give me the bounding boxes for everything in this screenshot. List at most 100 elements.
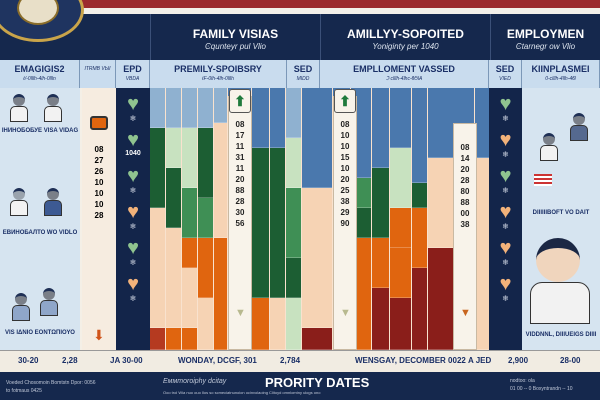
flag-icon (534, 174, 552, 186)
snowflake-icon: ❄ (502, 114, 509, 123)
strip-number: 08 (235, 120, 245, 129)
grid-cell (214, 88, 227, 123)
hearts-column: ♥ ❄ ♥ ❄ ♥ ❄ ♥ ❄ ♥ ❄ ♥ ❄ (489, 88, 522, 350)
header-title: FAMILY VISIAS (192, 27, 279, 41)
left-illustration-panel: ІНИНОБОБУЕ VISA VIDAG ЕВИНОБАЛТО WO VIDL… (0, 88, 80, 350)
grid-column (412, 88, 428, 350)
strip-number: 28 (460, 176, 470, 185)
bottom-label: 30-20 (18, 356, 39, 365)
grid-cell (182, 128, 197, 188)
person-icon (10, 94, 28, 124)
snowflake-icon: ❄ (129, 294, 137, 303)
bottom-label: WENSGAY, DECOMBER 0022 (355, 356, 466, 365)
subheader-title: EMAGIGIS2 (14, 64, 65, 74)
arrow-down-icon: ▼ (460, 307, 471, 319)
grid-cell (214, 123, 227, 238)
grid-column (302, 88, 333, 350)
snowflake-icon: ❄ (129, 186, 137, 195)
heart-icon: ♥ (127, 201, 139, 223)
snowflake-icon: ❄ (129, 258, 137, 267)
grid-cell (372, 288, 389, 350)
heart-icon: ♥ (499, 165, 512, 187)
subheader-cell: KIINPLASMEI 0-ϲlllh-4llh-4ϐl (522, 60, 600, 88)
grid-cell (166, 328, 181, 350)
grid-cell (302, 88, 332, 188)
bottom-label: 2,784 (280, 356, 301, 365)
person-icon (44, 94, 62, 124)
header-employment: EMPLOYMEN Ͼtarnegr ow Vlio (490, 14, 600, 60)
strip-number: 15 (340, 153, 350, 162)
strip-number: 30 (235, 208, 245, 217)
grid-cell (390, 208, 411, 248)
subheader-cell: SED VIED (489, 60, 522, 88)
grid-cell (302, 188, 332, 328)
footer-left-line: Voeded Chosomoin Bomtstn Dpor: 0056 (6, 380, 96, 386)
header-sponsored: AMILLYY-SOPOITED Yoniginty per 1040 (320, 14, 490, 60)
arrow-down-icon: ▼ (235, 307, 246, 319)
strip-number: 11 (235, 142, 245, 151)
grid-cell (198, 198, 213, 238)
strip-number: 20 (235, 175, 245, 184)
heart-icon: ♥ (499, 129, 512, 151)
grid-cell (286, 88, 301, 138)
number-item: 26 (94, 167, 104, 176)
person-icon (12, 293, 30, 323)
strip-number: 10 (340, 142, 350, 151)
grid-cell (286, 188, 301, 258)
bottom-label: WONDAY, DCGF, 301 (178, 356, 257, 365)
snowflake-icon: ❄ (502, 258, 509, 267)
header-title: EMPLOYMEN (506, 27, 585, 41)
subheader-subtitle: ℓ/-0lllh-4lh-0llln (23, 76, 56, 82)
panel-label: ІНИНОБОБУЕ VISA VIDAG (1, 128, 79, 134)
strip-number: 14 (460, 154, 470, 163)
grid-column (214, 88, 228, 350)
grid-cell (302, 328, 332, 350)
subheader-subtitle: VBDA (125, 76, 140, 82)
grid-column (182, 88, 198, 350)
calendar-icon (90, 116, 108, 130)
grid-cell (270, 148, 285, 298)
strip-number: 90 (340, 219, 350, 228)
subheader-subtitle: ℓF-0lh-4lh-0lllh (202, 76, 234, 82)
heart-icon: ♥ (127, 165, 139, 187)
heart-icon: ♥ (499, 273, 512, 295)
subheader-cell: ІTRMB VЫI (80, 60, 116, 88)
grid-cell (390, 248, 411, 298)
woman-body-icon (530, 282, 590, 324)
footer-title: PRORITY DATES (265, 375, 370, 390)
strip-number: 11 (235, 164, 245, 173)
hearts-column: ♥ ❄ ♥ 1040 ♥ ❄ ♥ ❄ ♥ ❄ ♥ ❄ (116, 88, 150, 350)
grid-cell (166, 128, 181, 168)
date-strip: 08 14 20 28 80 88 00 38 ▼ (453, 123, 477, 350)
panel-label: DIIIIIIBOFT VO DAIT (532, 210, 590, 216)
strip-number: 10 (340, 131, 350, 140)
grid-cell (182, 188, 197, 238)
grid-column (286, 88, 302, 350)
grid-cell (372, 88, 389, 168)
snowflake-icon: ❄ (129, 114, 137, 123)
arrow-up-icon: ⬆ (334, 89, 356, 113)
number-item: 27 (94, 156, 104, 165)
grid-cell (372, 168, 389, 238)
person-icon (540, 133, 558, 163)
person-icon (10, 188, 28, 218)
strip-number: 88 (460, 198, 470, 207)
right-illustration-panel: DIIIIIIBOFT VO DAIT VIDDNNL, DIIIUEIGS D… (522, 88, 600, 350)
person-icon (40, 288, 58, 318)
subheader-title: SED (495, 64, 515, 74)
priority-date-grid: ⬆ 08 17 11 31 11 20 88 28 30 56 ▼ ⬆ 08 10 10 15 10 20 25 38 2… (150, 88, 491, 350)
grid-cell (390, 148, 411, 208)
grid-cell (198, 88, 213, 128)
footer-description: Ooo trol Wia nuo ouo Ilos so scmeciatnun… (163, 390, 321, 395)
grid-cell (166, 228, 181, 328)
bottom-label: 28-00 (560, 356, 581, 365)
subheader-subtitle: ℑ ϲlllh-4lhc-ϐϬlA (385, 76, 423, 82)
number-column: 08 27 26 10 10 10 28 ⬇ (82, 88, 116, 350)
bottom-label: 2,900 (508, 356, 529, 365)
date-strip: ⬆ 08 17 11 31 11 20 88 28 30 56 ▼ (228, 89, 252, 350)
subheader-cell: EMPLLOMENT VASSED ℑ ϲlllh-4lhc-ϐϬlA (320, 60, 489, 88)
grid-cell (182, 238, 197, 268)
number-item: 10 (94, 178, 104, 187)
grid-cell (166, 88, 181, 128)
strip-number: 08 (340, 120, 350, 129)
